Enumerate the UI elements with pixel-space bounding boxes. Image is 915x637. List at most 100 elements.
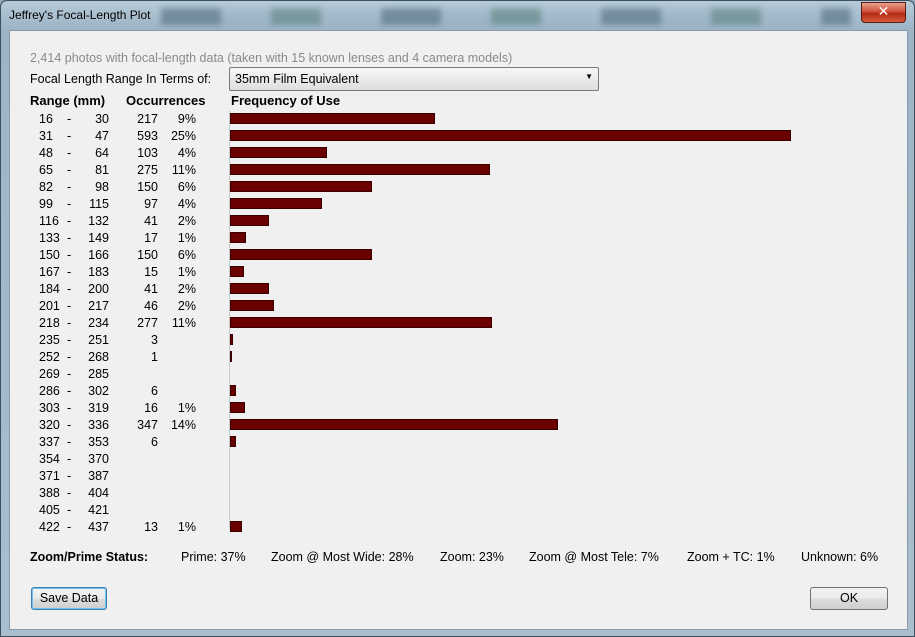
table-row: 48 64 103 4% - <box>10 145 907 162</box>
occurrence-count: 16 <box>144 401 158 415</box>
range-dash: - <box>67 435 72 449</box>
occurrence-percent: 1% <box>177 401 196 415</box>
range-high: 268 <box>88 350 109 364</box>
range-low: 303 <box>39 401 60 415</box>
range-high: 336 <box>88 418 109 432</box>
range-low: 320 <box>39 418 60 432</box>
range-high: 387 <box>88 469 109 483</box>
title-bar[interactable]: Jeffrey's Focal-Length Plot ✕ <box>1 1 914 29</box>
occurrence-count: 46 <box>144 299 158 313</box>
frequency-bar <box>230 198 322 209</box>
range-high: 251 <box>88 333 109 347</box>
range-label: Focal Length Range In Terms of: <box>30 72 212 86</box>
table-row: 167 183 15 1% - <box>10 264 907 281</box>
range-high: 149 <box>88 231 109 245</box>
table-row: 133 149 17 1% - <box>10 230 907 247</box>
ok-button[interactable]: OK <box>810 587 888 610</box>
range-dash: - <box>67 299 72 313</box>
focal-length-select-value: 35mm Film Equivalent <box>235 72 359 86</box>
frequency-bar <box>230 385 236 396</box>
table-row: 150 166 150 6% - <box>10 247 907 264</box>
table-row: 252 268 1 - <box>10 349 907 366</box>
occurrence-percent: 6% <box>177 248 196 262</box>
range-high: 98 <box>95 180 109 194</box>
range-low: 201 <box>39 299 60 313</box>
range-high: 353 <box>88 435 109 449</box>
status-unknown: Unknown: 6% <box>801 550 879 564</box>
occurrence-count: 15 <box>144 265 158 279</box>
range-low: 269 <box>39 367 60 381</box>
status-zoom: Zoom: 23% <box>440 550 504 564</box>
range-low: 337 <box>39 435 60 449</box>
table-row: 201 217 46 2% - <box>10 298 907 315</box>
range-low: 252 <box>39 350 60 364</box>
range-low: 286 <box>39 384 60 398</box>
table-row: 388 404 - <box>10 485 907 502</box>
header-frequency: Frequency of Use <box>231 93 341 108</box>
table-row: 269 285 - <box>10 366 907 383</box>
range-high: 200 <box>88 282 109 296</box>
frequency-bar <box>230 334 233 345</box>
range-high: 132 <box>88 214 109 228</box>
range-dash: - <box>67 214 72 228</box>
frequency-bar <box>230 232 246 243</box>
range-low: 99 <box>39 197 53 211</box>
frequency-bar <box>230 147 327 158</box>
occurrence-percent: 2% <box>177 282 196 296</box>
range-high: 370 <box>88 452 109 466</box>
range-dash: - <box>67 180 72 194</box>
save-data-button[interactable]: Save Data <box>31 587 107 610</box>
occurrence-percent: 1% <box>177 265 196 279</box>
focal-length-select[interactable]: 35mm Film Equivalent ▼ <box>229 67 599 91</box>
range-dash: - <box>67 163 72 177</box>
occurrence-count: 41 <box>144 282 158 296</box>
frequency-bar <box>230 402 245 413</box>
occurrence-count: 1 <box>151 350 158 364</box>
status-zoom-tc: Zoom + TC: 1% <box>687 550 775 564</box>
occurrence-count: 275 <box>137 163 158 177</box>
occurrence-percent: 11% <box>171 163 196 177</box>
occurrence-count: 3 <box>151 333 158 347</box>
chart-axis <box>229 111 230 529</box>
range-dash: - <box>67 384 72 398</box>
range-dash: - <box>67 452 72 466</box>
occurrence-percent: 25% <box>170 129 196 143</box>
range-high: 421 <box>88 503 109 517</box>
range-low: 150 <box>39 248 60 262</box>
range-dash: - <box>67 503 72 517</box>
frequency-bar <box>230 249 372 260</box>
table-row: 286 302 6 - <box>10 383 907 400</box>
range-dash: - <box>67 248 72 262</box>
occurrence-count: 150 <box>137 248 158 262</box>
range-low: 422 <box>39 520 60 534</box>
table-row: 65 81 275 11% - <box>10 162 907 179</box>
range-high: 217 <box>88 299 109 313</box>
status-prime: Prime: 37% <box>181 550 246 564</box>
occurrence-count: 97 <box>144 197 158 211</box>
occurrence-count: 217 <box>137 112 158 126</box>
occurrence-percent: 2% <box>177 214 196 228</box>
occurrence-count: 41 <box>144 214 158 228</box>
range-high: 437 <box>88 520 109 534</box>
header-occurrences: Occurrences <box>126 93 206 108</box>
close-button[interactable]: ✕ <box>861 2 906 23</box>
occurrence-count: 150 <box>137 180 158 194</box>
range-low: 235 <box>39 333 60 347</box>
range-dash: - <box>67 129 72 143</box>
occurrence-count: 593 <box>137 129 158 143</box>
table-row: 337 353 6 - <box>10 434 907 451</box>
frequency-bar <box>230 436 236 447</box>
occurrence-percent: 9% <box>177 112 196 126</box>
range-high: 183 <box>88 265 109 279</box>
range-dash: - <box>67 486 72 500</box>
frequency-bar <box>230 521 242 532</box>
range-dash: - <box>67 367 72 381</box>
range-high: 285 <box>88 367 109 381</box>
range-dash: - <box>67 112 72 126</box>
table-row: 405 421 - <box>10 502 907 519</box>
range-high: 47 <box>95 129 109 143</box>
table-row: 218 234 277 11% - <box>10 315 907 332</box>
range-high: 166 <box>88 248 109 262</box>
range-low: 16 <box>39 112 53 126</box>
